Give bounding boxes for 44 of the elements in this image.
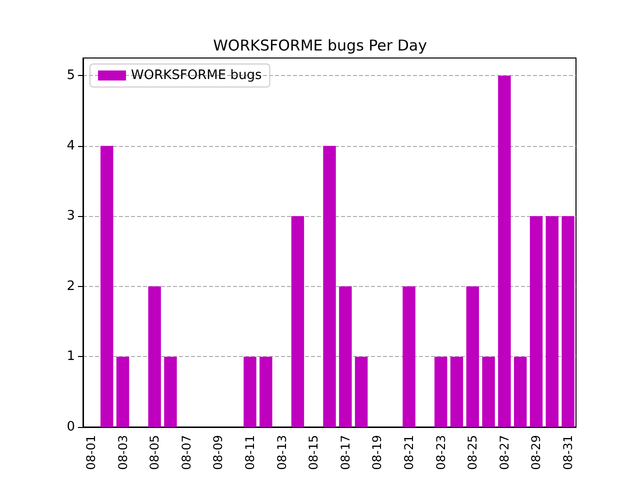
chart-title: WORKSFORME bugs Per Day — [213, 36, 428, 54]
x-tick-label: 08-07 — [179, 435, 194, 470]
x-tick-label: 08-15 — [306, 435, 321, 470]
bar — [339, 286, 352, 427]
x-tick-label: 08-03 — [116, 435, 130, 470]
x-tick-label: 08-01 — [84, 435, 98, 470]
bar — [482, 356, 495, 427]
x-tick-label: 08-17 — [338, 435, 352, 470]
x-tick-label: 08-21 — [402, 435, 416, 470]
x-tick-label: 08-31 — [561, 435, 576, 470]
x-tick-label: 08-19 — [370, 435, 384, 470]
y-tick-label: 3 — [66, 208, 75, 224]
bar — [546, 216, 559, 427]
x-tick-label: 08-23 — [434, 435, 448, 470]
x-tick-label: 08-27 — [497, 435, 512, 470]
x-tick-label: 08-11 — [242, 435, 257, 470]
y-tick-label: 4 — [66, 138, 75, 154]
x-tick-label: 08-25 — [466, 435, 480, 470]
bar — [116, 356, 130, 427]
legend-label: WORKSFORME bugs — [131, 68, 262, 83]
bar — [164, 356, 177, 427]
bar — [498, 76, 511, 427]
bar — [244, 356, 256, 427]
bar — [148, 286, 161, 427]
bar — [562, 216, 574, 427]
bar — [291, 216, 304, 427]
x-tick-label: 08-05 — [148, 435, 162, 470]
x-tick-label: 08-29 — [529, 435, 544, 470]
x-tick-label: 08-13 — [274, 435, 289, 470]
y-tick-label: 2 — [66, 278, 75, 294]
y-tick-label: 5 — [66, 68, 75, 84]
bar — [466, 286, 479, 427]
bar — [434, 356, 448, 427]
bar — [514, 356, 527, 427]
y-tick-label: 0 — [66, 420, 75, 434]
bar — [402, 286, 416, 427]
bar — [260, 356, 272, 427]
bar — [323, 146, 336, 427]
bar — [100, 146, 114, 427]
bar — [354, 356, 368, 427]
bar — [530, 216, 543, 427]
bar — [450, 356, 464, 427]
x-tick-label: 08-09 — [211, 435, 226, 470]
y-tick-label: 1 — [66, 349, 75, 364]
